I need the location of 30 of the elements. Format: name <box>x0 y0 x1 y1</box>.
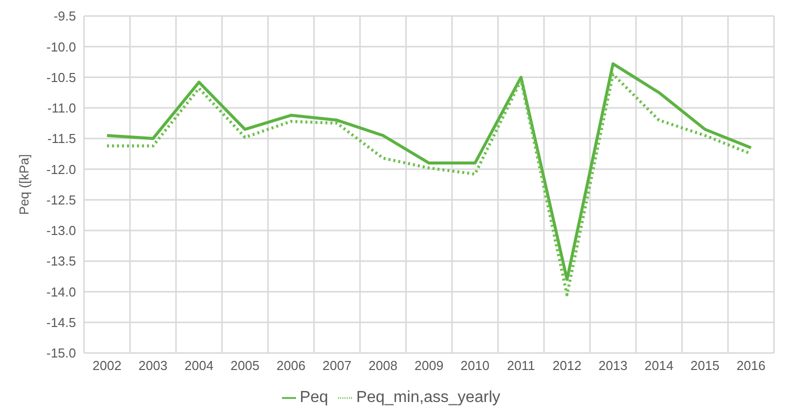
y-tick-label: -12.0 <box>46 162 76 177</box>
x-tick-label: 2006 <box>276 358 306 374</box>
y-tick-label: -9.5 <box>54 8 76 24</box>
x-tick-label: 2003 <box>138 358 168 374</box>
y-tick-label: -14.0 <box>46 284 76 300</box>
x-tick-label: 2007 <box>322 358 352 374</box>
y-tick-label: -12.5 <box>46 192 76 208</box>
x-tick-label: 2005 <box>230 358 260 374</box>
y-tick-label: -11.5 <box>47 131 76 146</box>
x-tick-label: 2010 <box>460 358 490 374</box>
x-tick-label: 2015 <box>690 358 720 374</box>
y-tick-label: -10.5 <box>46 70 76 85</box>
x-tick-label: 2014 <box>644 358 674 374</box>
x-tick-label: 2012 <box>552 358 582 374</box>
x-tick-label: 2008 <box>368 358 398 374</box>
x-tick-label: 2013 <box>598 358 628 374</box>
y-tick-label: -13.5 <box>46 254 76 269</box>
x-tick-label: 2016 <box>736 358 766 374</box>
x-tick-label: 2002 <box>92 358 122 374</box>
legend-label: Peq <box>300 389 328 406</box>
x-tick-label: 2011 <box>507 358 535 374</box>
legend-label: Peq_min,ass_yearly <box>356 389 500 406</box>
y-tick-label: -10.0 <box>46 39 76 54</box>
y-tick-label: -11.0 <box>47 100 76 116</box>
x-tick-label: 2009 <box>414 358 444 374</box>
y-tick-label: -13.0 <box>46 223 76 238</box>
y-tick-label: -14.5 <box>46 314 76 330</box>
y-tick-label: -15.0 <box>46 346 76 361</box>
y-axis-title: Peq ([kPa] <box>16 154 32 215</box>
x-tick-label: 2004 <box>184 358 214 374</box>
